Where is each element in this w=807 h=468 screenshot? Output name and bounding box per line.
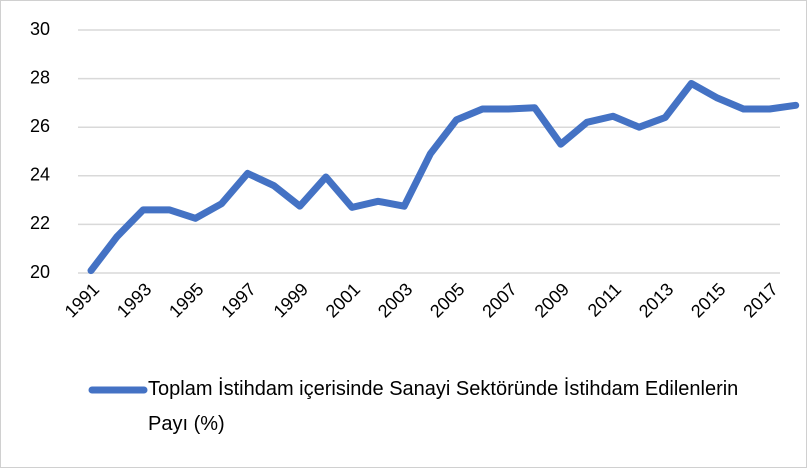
y-tick-label: 22 xyxy=(30,213,50,233)
y-tick-label: 30 xyxy=(30,19,50,39)
legend-label: Toplam İstihdam içerisinde Sanayi Sektör… xyxy=(148,378,739,435)
y-tick-label: 26 xyxy=(30,116,50,136)
y-tick-label: 24 xyxy=(30,165,50,185)
y-tick-label: 20 xyxy=(30,262,50,282)
y-tick-label: 28 xyxy=(30,67,50,87)
data-line xyxy=(87,79,800,275)
